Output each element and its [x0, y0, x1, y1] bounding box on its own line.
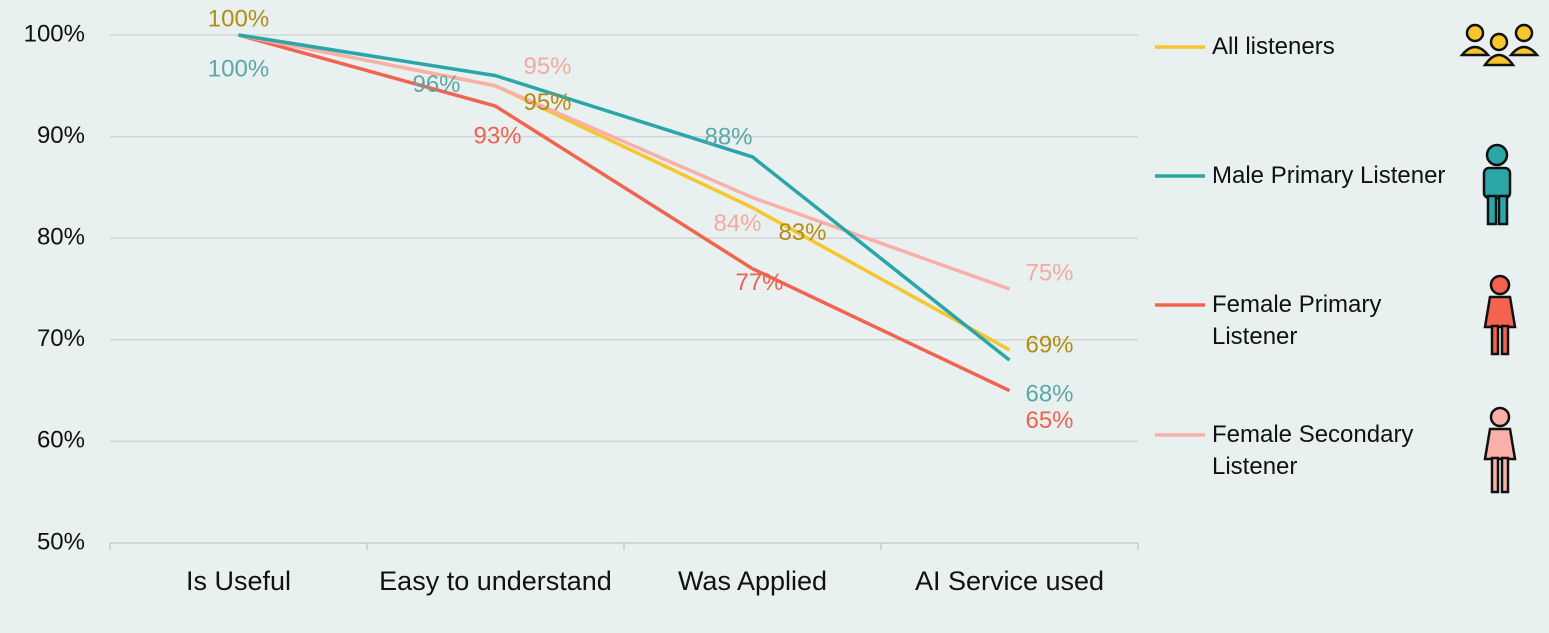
series-line: [238, 33, 1011, 352]
x-tick-label: AI Service used: [914, 566, 1105, 596]
x-tick-label: Easy to understand: [379, 566, 612, 596]
data-label: 100%: [208, 5, 269, 32]
y-tick-label: 60%: [37, 427, 85, 454]
data-label: 84%: [713, 210, 761, 237]
data-label: 93%: [473, 122, 521, 149]
legend-label: Male Primary Listener: [1212, 162, 1446, 189]
y-tick-label: 80%: [37, 224, 85, 251]
y-tick-label: 70%: [37, 325, 85, 352]
data-label: 95%: [523, 53, 571, 80]
x-tick-label: Was Applied: [677, 566, 828, 596]
data-label: 95%: [523, 89, 571, 116]
series-line: [238, 33, 1011, 393]
data-label: 100%: [208, 55, 269, 82]
legend-label: Female Secondary Listener: [1212, 421, 1414, 480]
y-tick-label: 50%: [37, 528, 85, 555]
data-label: 88%: [704, 123, 752, 150]
data-label: 83%: [778, 219, 826, 246]
legend-label: Female Primary Listener: [1212, 291, 1382, 350]
data-label: 75%: [1025, 259, 1073, 286]
x-tick-label: Is Useful: [185, 566, 292, 596]
y-tick-label: 90%: [37, 122, 85, 149]
data-label: 65%: [1025, 407, 1073, 434]
series-line: [238, 33, 1011, 362]
series-line: [238, 33, 1011, 291]
data-label: 68%: [1025, 380, 1073, 407]
legend-label: All listeners: [1212, 33, 1335, 60]
data-label: 96%: [412, 71, 460, 98]
icons: [1459, 23, 1540, 494]
data-label: 77%: [735, 269, 783, 296]
y-tick-label: 100%: [24, 20, 85, 47]
data-label: 69%: [1025, 331, 1073, 358]
